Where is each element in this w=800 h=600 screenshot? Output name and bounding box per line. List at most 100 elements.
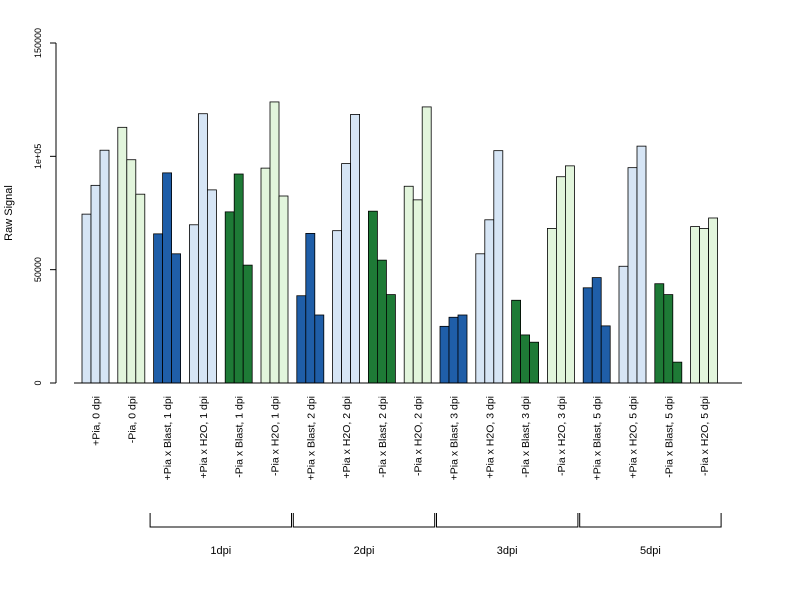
category-label: +Pia x H2O, 5 dpi [628,396,640,479]
bar [90,184,101,384]
bar [663,294,674,384]
category-label: -Pia x H2O, 3 dpi [556,396,568,476]
bar-group [582,277,611,384]
bar [448,316,459,384]
bar-group [117,126,146,384]
category-label: +Pia x Blast, 5 dpi [592,396,604,480]
category-label: -Pia x H2O, 2 dpi [413,396,425,476]
bar-group [654,283,683,384]
bar [600,325,611,384]
bar [520,334,530,384]
bar [269,101,280,384]
category-label: -Pia x Blast, 1 dpi [234,396,246,478]
group-label: 5dpi [640,545,661,557]
group-label: 2dpi [354,545,375,557]
bar [376,259,387,384]
bar [654,283,665,384]
group-label: 3dpi [497,545,518,557]
group-bracket [436,513,579,528]
bar-group [403,106,432,384]
bar [636,145,647,384]
bar [117,126,128,384]
bars [81,101,718,384]
bar [591,277,602,384]
bar [699,228,709,384]
y-tick-label: 150000 [33,28,43,58]
bar-group [296,232,325,384]
bar [708,217,718,384]
y-tick-label: 50000 [33,257,43,282]
bar [314,314,325,384]
bar [99,149,110,384]
category-label: -Pia, 0 dpi [126,396,138,443]
bar [565,165,575,384]
category-label: +Pia x H2O, 3 dpi [484,396,496,479]
y-axis-label: Raw Signal [3,185,15,241]
bar-group [618,145,647,384]
bar-group [439,314,468,384]
bar [81,213,92,384]
bar [350,114,361,384]
bar [475,253,486,384]
group-bracket [579,513,722,528]
category-labels: +Pia, 0 dpi -Pia, 0 dpi +Pia x Blast, 1 dp… [91,396,712,480]
y-tick-label: 0 [33,380,43,385]
bar [421,106,432,384]
bar [296,295,307,384]
y-tick-label: 1e+05 [33,144,43,169]
category-label: +Pia x H2O, 2 dpi [341,396,353,479]
bar [153,233,164,384]
bar [582,287,593,384]
category-label: -Pia x Blast, 5 dpi [663,396,675,478]
bar-group [153,172,182,384]
bar [412,199,423,384]
bar [188,224,199,384]
category-label: -Pia x H2O, 1 dpi [270,396,282,476]
bar [493,150,504,384]
bar [618,265,629,384]
bar [556,176,566,384]
bar [305,232,316,384]
bar [242,264,253,384]
bar-group [81,149,110,384]
category-label: +Pia x Blast, 3 dpi [449,396,461,480]
bar [439,325,450,384]
bar [206,189,217,384]
bar [341,163,352,384]
bar-group [511,299,539,384]
bar [233,173,244,384]
group-brackets: 1dpi 2dpi 3dpi 5dpi [149,513,722,557]
bar [367,210,378,384]
bar [171,253,182,384]
bar [690,226,700,384]
category-label: -Pia x Blast, 3 dpi [520,396,532,478]
y-axis: 0 50000 1e+05 150000 [33,28,57,386]
bar [224,211,235,384]
bar [162,172,173,384]
bar [529,341,539,384]
group-bracket [149,513,292,528]
category-label: +Pia, 0 dpi [91,396,103,446]
group-label: 1dpi [210,545,231,557]
bar [385,294,396,384]
bar [126,159,137,384]
bar-group [332,114,361,384]
category-label: -Pia x H2O, 5 dpi [699,396,711,476]
bar [332,230,343,384]
bar-group [260,101,289,384]
category-label: +Pia x H2O, 1 dpi [198,396,210,479]
category-label: +Pia x Blast, 2 dpi [305,396,317,480]
bar [672,361,683,384]
category-label: -Pia x Blast, 2 dpi [377,396,389,478]
bar [278,195,289,384]
group-bracket [292,513,436,528]
bar-group [224,173,253,384]
bar-group [690,217,718,384]
bar [511,299,522,384]
bar [627,167,638,384]
bar [484,219,495,384]
bar [403,185,414,384]
category-label: +Pia x Blast, 1 dpi [162,396,174,480]
bar [135,193,146,384]
